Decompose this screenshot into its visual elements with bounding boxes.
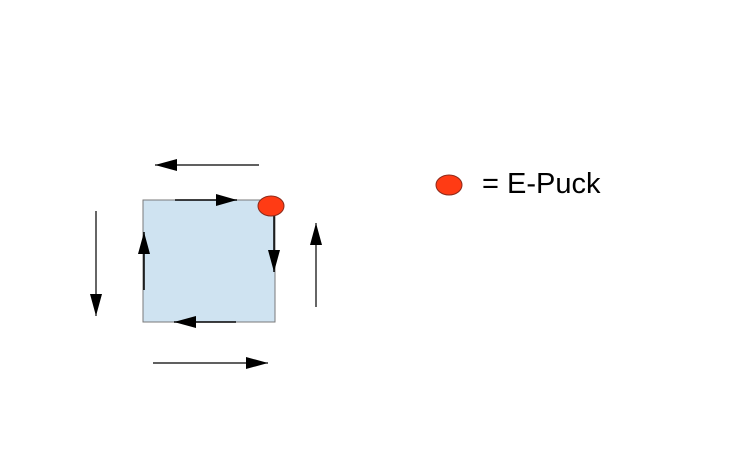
inner-left-arrowhead-icon <box>138 232 150 254</box>
outer-right-arrowhead-icon <box>310 223 322 245</box>
outer-top-arrowhead-icon <box>155 159 177 171</box>
e-puck-robot-icon <box>257 195 285 217</box>
inner-path-arrows <box>138 194 280 328</box>
outer-path-arrows <box>90 159 322 369</box>
legend-label: = E-Puck <box>482 168 601 200</box>
square-area <box>142 199 276 323</box>
legend-e-puck-dot-icon <box>435 174 463 196</box>
inner-bottom-arrowhead-icon <box>174 316 196 328</box>
inner-top-arrowhead-icon <box>216 194 237 206</box>
outer-left-arrowhead-icon <box>90 294 102 316</box>
inner-right-arrowhead-icon <box>268 250 280 272</box>
outer-bottom-arrowhead-icon <box>246 357 268 369</box>
